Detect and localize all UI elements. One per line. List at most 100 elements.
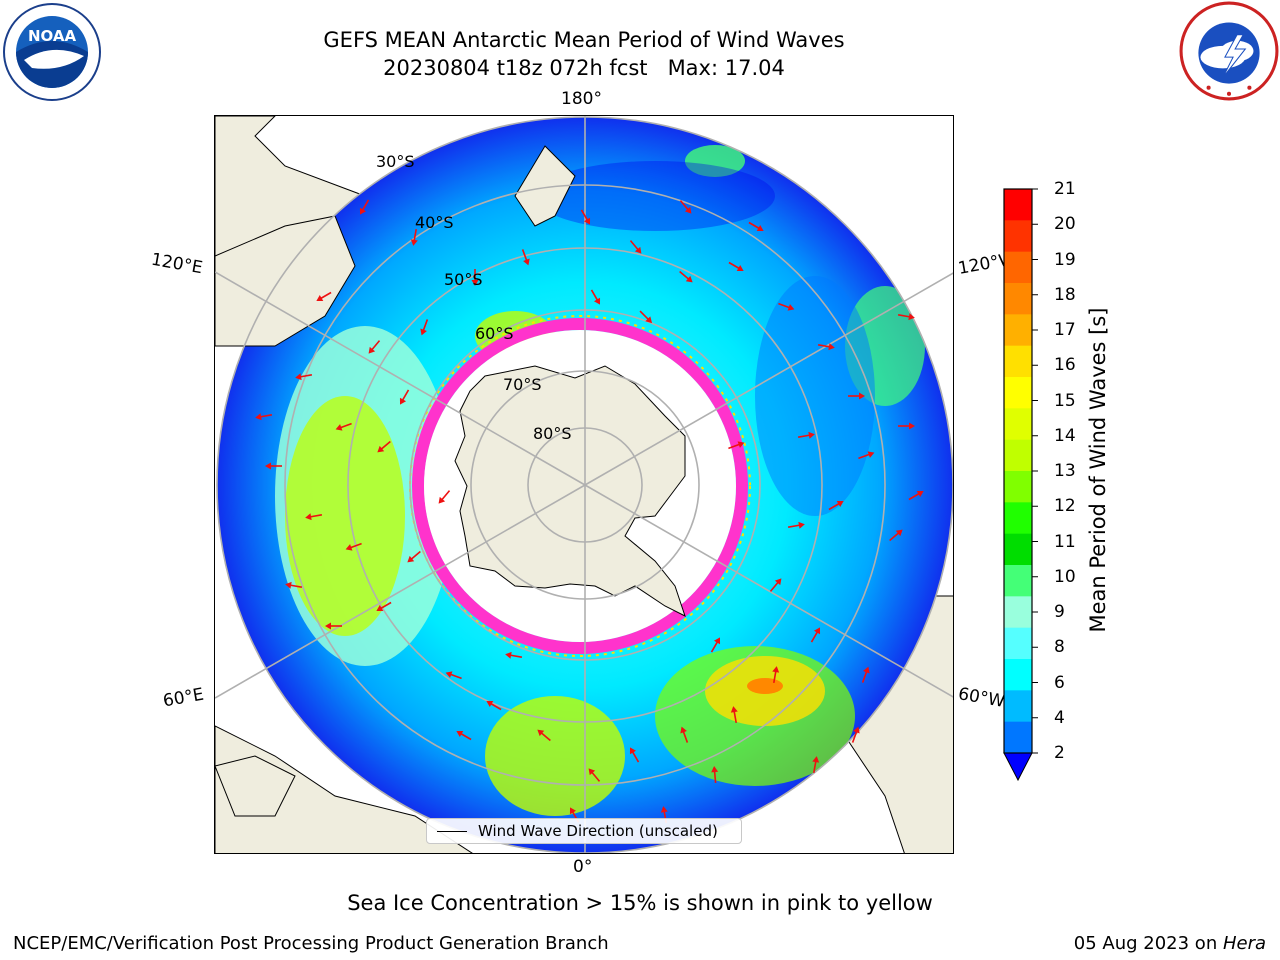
colorbar-tick-label: 20 bbox=[1054, 214, 1076, 235]
legend-line-sample bbox=[437, 831, 467, 832]
antarctica bbox=[454, 365, 686, 617]
wind-wave-arrow bbox=[410, 228, 418, 246]
wind-wave-arrow bbox=[377, 440, 391, 453]
colorbar-tick-label: 9 bbox=[1054, 602, 1065, 622]
wind-wave-arrow bbox=[848, 392, 865, 400]
colorbar-tick-label: 15 bbox=[1054, 390, 1076, 411]
wind-wave-arrows bbox=[255, 199, 924, 824]
colorbar-segment bbox=[1004, 377, 1032, 409]
lon-label-120e: 120°E bbox=[149, 249, 205, 279]
colorbar-under-arrow bbox=[1003, 752, 1033, 782]
wind-wave-arrow bbox=[898, 422, 915, 430]
wind-wave-arrow bbox=[590, 289, 601, 305]
colorbar-label: Mean Period of Wind Waves [s] bbox=[1086, 307, 1110, 633]
wind-wave-arrow bbox=[711, 766, 719, 784]
colorbar bbox=[1003, 188, 1038, 782]
wind-wave-arrow bbox=[420, 319, 429, 336]
colorbar-tick-label: 4 bbox=[1054, 707, 1065, 728]
colorbar-segment bbox=[1004, 721, 1032, 754]
wind-wave-arrow bbox=[325, 622, 342, 630]
wind-wave-arrow bbox=[810, 627, 821, 643]
colorbar-segment bbox=[1004, 189, 1032, 221]
sea-ice-note: Sea Ice Concentration > 15% is shown in … bbox=[347, 891, 933, 915]
wind-wave-arrow bbox=[580, 209, 591, 225]
wind-wave-arrow bbox=[486, 700, 502, 711]
machine-name: Hera bbox=[1222, 933, 1266, 954]
wind-wave-arrow bbox=[471, 269, 479, 286]
wind-wave-arrow bbox=[679, 200, 692, 214]
wind-wave-arrow bbox=[438, 490, 451, 504]
wind-wave-arrow bbox=[335, 422, 352, 431]
colorbar-segment bbox=[1004, 565, 1032, 597]
colorbar-segment bbox=[1004, 627, 1032, 660]
wind-wave-arrow bbox=[858, 451, 875, 460]
wind-wave-arrow bbox=[368, 340, 381, 354]
lon-label-0: 0° bbox=[573, 857, 593, 877]
colorbar-tick-label: 6 bbox=[1054, 672, 1065, 693]
wind-wave-arrow bbox=[376, 601, 392, 612]
svg-text:NOAA: NOAA bbox=[28, 27, 77, 45]
lat-label-50s: 50°S bbox=[444, 270, 483, 289]
colorbar-tick-label: 14 bbox=[1054, 425, 1076, 446]
wind-wave-arrow bbox=[255, 413, 273, 421]
map-canvas bbox=[215, 116, 953, 853]
colorbar-segment bbox=[1004, 439, 1032, 472]
map-legend: Wind Wave Direction (unscaled) bbox=[426, 818, 742, 844]
wind-wave-arrow bbox=[285, 581, 303, 589]
wind-wave-arrow bbox=[521, 249, 530, 266]
colorbar-segment bbox=[1004, 596, 1032, 629]
polar-map bbox=[214, 115, 954, 854]
colorbar-tick-label: 13 bbox=[1054, 461, 1076, 481]
wind-wave-arrow bbox=[316, 291, 332, 302]
colorbar-tick-label: 17 bbox=[1054, 320, 1076, 340]
wind-wave-arrow bbox=[505, 651, 523, 659]
wind-wave-arrow bbox=[679, 270, 693, 283]
longitude-lines bbox=[215, 116, 953, 853]
colorbar-segment bbox=[1004, 690, 1032, 723]
wind-wave-arrow bbox=[588, 768, 601, 782]
colorbar-segment bbox=[1004, 408, 1032, 441]
colorbar-tick-label: 11 bbox=[1054, 531, 1076, 552]
wind-wave-arrow bbox=[710, 637, 721, 653]
lat-label-80s: 80°S bbox=[533, 424, 572, 443]
wind-wave-arrow bbox=[345, 542, 362, 551]
credit-text: NCEP/EMC/Verification Post Processing Pr… bbox=[13, 933, 609, 954]
colorbar-tick-label: 19 bbox=[1054, 249, 1076, 270]
wind-wave-arrow bbox=[639, 310, 653, 324]
lon-label-60e: 60°E bbox=[161, 684, 206, 712]
colorbar-segment bbox=[1004, 502, 1032, 535]
wind-wave-arrow bbox=[730, 706, 738, 724]
wind-wave-arrow bbox=[728, 261, 744, 272]
colorbar-tick-label: 12 bbox=[1054, 496, 1076, 517]
wind-wave-arrow bbox=[629, 240, 642, 254]
colorbar-segment bbox=[1004, 251, 1032, 284]
wind-wave-arrow bbox=[748, 221, 764, 232]
wind-wave-arrow bbox=[769, 578, 782, 592]
colorbar-tick-label: 16 bbox=[1054, 355, 1076, 376]
wind-wave-arrow bbox=[399, 389, 410, 405]
wind-wave-arrow bbox=[812, 756, 820, 774]
wind-wave-arrow bbox=[629, 747, 640, 763]
wind-wave-arrow bbox=[828, 500, 844, 511]
wind-wave-arrow bbox=[889, 529, 903, 542]
wind-wave-arrow bbox=[445, 671, 462, 680]
lat-label-60s: 60°S bbox=[475, 324, 514, 343]
sea-ice-edge-outer bbox=[409, 315, 751, 657]
wind-wave-arrow bbox=[305, 513, 323, 521]
lat-label-70s: 70°S bbox=[503, 375, 542, 394]
wind-wave-arrow bbox=[797, 431, 815, 439]
colorbar-tick-label: 8 bbox=[1054, 637, 1065, 658]
colorbar-segment bbox=[1004, 220, 1032, 253]
wind-wave-arrow bbox=[772, 666, 780, 684]
wind-wave-arrow bbox=[295, 373, 313, 381]
new-zealand bbox=[514, 145, 576, 227]
wind-wave-arrow bbox=[265, 462, 282, 470]
chart-subtitle: 20230804 t18z 072h fcst Max: 17.04 bbox=[383, 56, 785, 80]
wind-wave-arrow bbox=[537, 729, 551, 742]
wind-wave-arrow bbox=[851, 726, 860, 743]
wind-wave-arrow bbox=[897, 313, 915, 321]
wind-wave-arrow bbox=[359, 199, 370, 215]
wind-wave-arrow bbox=[861, 666, 870, 683]
wind-wave-arrow bbox=[456, 730, 472, 741]
wind-wave-arrow bbox=[728, 441, 745, 450]
